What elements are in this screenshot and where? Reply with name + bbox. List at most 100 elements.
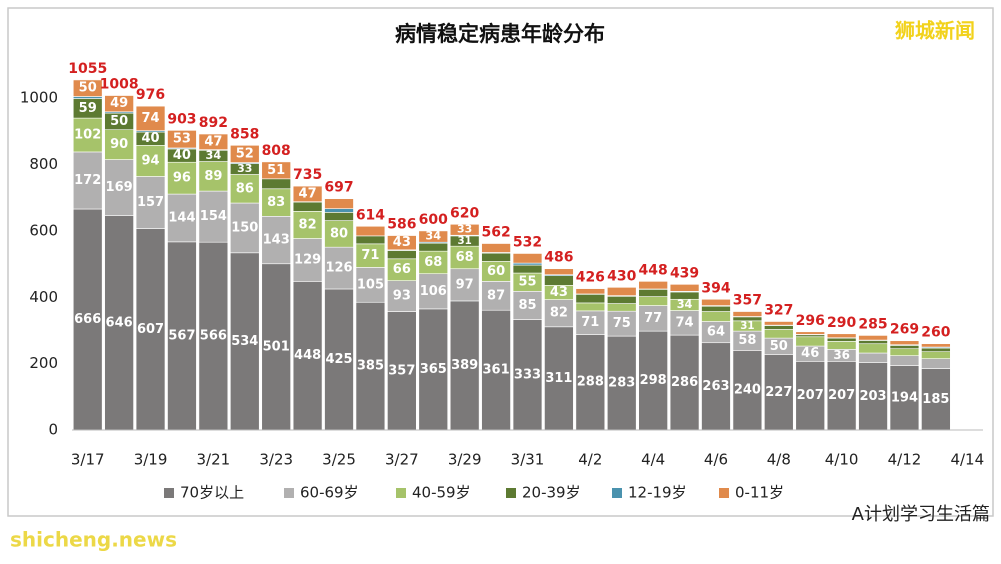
data-label: 385: [357, 359, 384, 374]
data-label: 82: [299, 217, 317, 232]
total-label: 620: [450, 205, 479, 221]
total-label: 269: [890, 322, 919, 338]
x-tick-label: 4/14: [950, 451, 984, 469]
legend-label: 40-59岁: [412, 484, 471, 502]
bar-segment: [325, 209, 354, 213]
data-label: 566: [200, 329, 227, 344]
bar-segment: [702, 299, 731, 305]
data-label: 43: [550, 285, 568, 300]
bar-segment: [576, 303, 605, 311]
x-tick-label: 4/10: [825, 451, 859, 469]
data-label: 90: [110, 137, 128, 152]
total-label: 285: [858, 316, 887, 332]
data-label: 333: [514, 367, 541, 382]
bar-segment: [921, 352, 950, 359]
legend-label: 60-69岁: [300, 484, 359, 502]
data-label: 94: [141, 153, 159, 168]
data-label: 83: [267, 195, 285, 210]
data-label: 389: [451, 358, 478, 373]
total-label: 1008: [100, 77, 139, 93]
bar-segment: [576, 294, 605, 303]
total-label: 357: [733, 293, 762, 309]
total-label: 430: [607, 268, 636, 284]
total-label: 439: [670, 265, 699, 281]
bar-segment: [482, 244, 511, 253]
bar-segment: [859, 335, 888, 340]
data-label: 74: [141, 111, 159, 126]
bar-segment: [356, 236, 385, 244]
bar-segment: [262, 179, 291, 189]
data-label: 144: [168, 210, 195, 225]
data-label: 357: [388, 363, 415, 378]
watermark: shicheng.news: [10, 528, 177, 552]
data-label: 75: [613, 316, 631, 331]
data-label: 47: [299, 186, 317, 201]
data-label: 71: [581, 315, 599, 330]
y-tick-label: 800: [29, 155, 58, 173]
data-label: 34: [677, 298, 693, 311]
data-label: 53: [173, 132, 191, 147]
x-tick-label: 3/17: [71, 451, 105, 469]
total-label: 903: [167, 111, 196, 127]
x-tick-label: 3/21: [197, 451, 231, 469]
data-label: 106: [420, 284, 447, 299]
total-label: 586: [387, 217, 416, 233]
bar-segment: [921, 344, 950, 347]
y-tick-label: 0: [48, 421, 58, 439]
data-label: 157: [137, 195, 164, 210]
data-label: 43: [393, 235, 411, 250]
total-label: 697: [324, 180, 353, 196]
data-label: 286: [671, 375, 698, 390]
data-label: 97: [456, 277, 474, 292]
data-label: 64: [707, 325, 725, 340]
bar-segment: [733, 317, 762, 321]
bar-segment: [827, 338, 856, 341]
legend-label: 12-19岁: [628, 484, 687, 502]
data-label: 96: [173, 171, 191, 186]
x-tick-label: 4/4: [641, 451, 665, 469]
data-label: 203: [859, 389, 886, 404]
x-tick-label: 3/27: [385, 451, 419, 469]
bar-segment: [670, 284, 699, 291]
bar-segment: [544, 276, 573, 286]
data-label: 185: [922, 392, 949, 407]
total-label: 448: [639, 262, 668, 278]
data-label: 74: [676, 315, 694, 330]
total-label: 394: [701, 280, 730, 296]
data-label: 87: [487, 288, 505, 303]
data-label: 58: [738, 333, 756, 348]
bar-segment: [890, 349, 919, 356]
bar-segment: [796, 332, 825, 335]
total-label: 290: [827, 315, 856, 331]
data-label: 169: [106, 180, 133, 195]
bar-segment: [890, 356, 919, 366]
total-label: 327: [764, 302, 793, 318]
y-tick-label: 200: [29, 354, 58, 372]
bar-segment: [890, 345, 919, 348]
data-label: 240: [734, 383, 761, 398]
data-label: 567: [168, 328, 195, 343]
bar-segment: [827, 334, 856, 338]
bar-segment: [419, 243, 448, 251]
legend-swatch: [284, 488, 294, 498]
bar-segment: [796, 337, 825, 346]
x-tick-label: 3/23: [259, 451, 293, 469]
bar-segment: [733, 312, 762, 317]
data-label: 50: [79, 81, 97, 96]
bar-segment: [859, 340, 888, 343]
data-label: 36: [833, 348, 850, 362]
data-label: 154: [200, 209, 227, 224]
data-label: 80: [330, 226, 348, 241]
total-label: 600: [419, 212, 448, 228]
data-label: 646: [106, 315, 133, 330]
total-label: 735: [293, 167, 322, 183]
data-label: 59: [79, 101, 97, 116]
bar-segment: [607, 304, 636, 312]
bar-segment: [607, 287, 636, 295]
x-tick-label: 4/2: [578, 451, 602, 469]
data-label: 361: [483, 363, 510, 378]
bar-segment: [764, 329, 793, 338]
bar-segment: [921, 348, 950, 352]
legend-swatch: [396, 488, 406, 498]
